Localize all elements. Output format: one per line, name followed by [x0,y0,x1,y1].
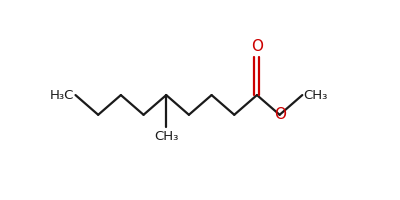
Text: CH₃: CH₃ [154,130,178,143]
Text: H₃C: H₃C [50,89,74,102]
Text: CH₃: CH₃ [304,89,328,102]
Text: O: O [274,107,286,122]
Text: O: O [251,39,263,54]
